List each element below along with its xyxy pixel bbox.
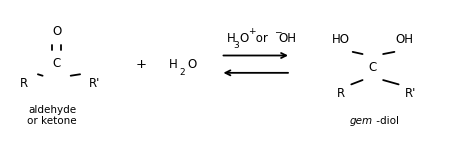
- Text: +: +: [248, 27, 255, 36]
- Text: R: R: [20, 77, 28, 90]
- Text: C: C: [369, 61, 377, 74]
- Text: −: −: [274, 27, 282, 36]
- Text: +: +: [136, 58, 146, 71]
- Text: R': R': [89, 77, 100, 90]
- Text: 2: 2: [179, 68, 185, 77]
- Text: H: H: [227, 32, 236, 45]
- Text: O: O: [239, 32, 248, 45]
- Text: R': R': [405, 87, 416, 100]
- Text: C: C: [53, 57, 61, 70]
- Text: OH: OH: [278, 32, 296, 45]
- Text: or: or: [252, 32, 271, 45]
- Text: H: H: [169, 58, 178, 71]
- Text: O: O: [188, 58, 197, 71]
- Text: aldehyde
or ketone: aldehyde or ketone: [27, 105, 77, 126]
- Text: HO: HO: [332, 33, 350, 46]
- Text: O: O: [52, 25, 61, 38]
- Text: 3: 3: [234, 41, 239, 50]
- Text: OH: OH: [396, 33, 414, 46]
- Text: R: R: [337, 87, 345, 100]
- Text: -diol: -diol: [373, 116, 399, 126]
- Text: gem: gem: [350, 116, 373, 126]
